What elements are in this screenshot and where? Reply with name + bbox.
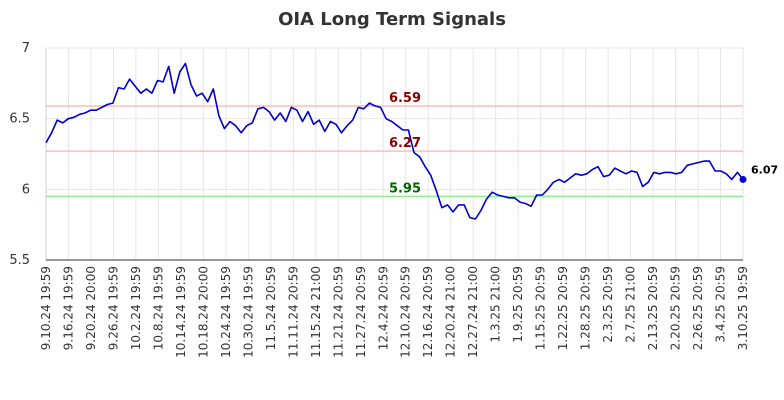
chart-title: OIA Long Term Signals: [278, 9, 506, 30]
x-tick-label: 11.21.24 20:59: [331, 266, 345, 358]
x-tick-label: 10.14.24 19:59: [174, 266, 188, 358]
x-tick-label: 12.16.24 20:59: [421, 266, 435, 358]
x-tick-label: 9.10.24 19:59: [39, 266, 53, 350]
x-tick-label: 9.26.24 19:59: [106, 266, 120, 350]
y-tick-label: 6.5: [9, 112, 30, 127]
x-tick-label: 11.27.24 20:59: [354, 266, 368, 358]
x-tick-label: 10.8.24 19:59: [151, 266, 165, 350]
x-tick-label: 2.13.25 20:59: [646, 266, 660, 350]
x-tick-label: 10.2.24 19:59: [129, 266, 143, 350]
label-layer: 6.59 6.27 5.95 6.07: [389, 91, 778, 196]
x-tick-label: 3.4.25 20:59: [714, 266, 728, 343]
axes: 5.5 6 6.5 7 9.10.24 19:59 9.16.24 19:59 9.20.2…: [9, 41, 750, 358]
x-tick-label: 2.3.25 20:59: [601, 266, 615, 343]
x-tick-label: 10.18.24 20:00: [196, 266, 210, 358]
series-layer: [45, 62, 747, 220]
x-tick-label: 1.15.25 20:59: [534, 266, 548, 350]
x-tick-label: 12.27.24 21:00: [466, 266, 480, 358]
last-value-label: 6.07: [751, 163, 778, 176]
x-tick-label: 9.16.24 19:59: [61, 266, 75, 350]
x-tick-label: 12.10.24 20:59: [399, 266, 413, 358]
x-tick-label: 11.5.24 20:59: [264, 266, 278, 350]
y-tick-label: 6: [22, 182, 30, 197]
x-tick-label: 2.7.25 21:00: [624, 266, 638, 343]
x-tick-label: 1.22.25 20:59: [556, 266, 570, 350]
horizontal-lines: [46, 105, 743, 198]
x-tick-label: 11.15.24 21:00: [309, 266, 323, 358]
x-tick-label: 3.10.25 19:59: [736, 266, 750, 350]
x-tick-label: 1.3.25 21:00: [489, 266, 503, 343]
x-tick-label: 2.26.25 20:59: [691, 266, 705, 350]
x-tick-label: 1.28.25 20:59: [579, 266, 593, 350]
last-value-dot: [739, 175, 747, 183]
x-tick-label: 12.20.24 21:00: [444, 266, 458, 358]
x-tick-label: 9.20.24 20:00: [84, 266, 98, 350]
x-tick-label: 10.24.24 19:59: [219, 266, 233, 358]
signal-label-5.95: 5.95: [389, 181, 421, 196]
y-tick-label: 5.5: [9, 253, 30, 268]
x-tick-label: 10.30.24 19:59: [241, 266, 255, 358]
x-tick-label: 2.20.25 20:59: [669, 266, 683, 350]
x-tick-label: 11.11.24 20:59: [286, 266, 300, 358]
x-tick-label: 12.4.24 20:59: [376, 266, 390, 350]
grid-layer: [45, 47, 744, 261]
signal-label-6.27: 6.27: [389, 136, 421, 151]
price-series-line: [45, 62, 744, 220]
signal-label-6.59: 6.59: [389, 91, 421, 106]
x-tick-label: 1.9.25 20:59: [511, 266, 525, 343]
y-tick-label: 7: [22, 41, 30, 56]
